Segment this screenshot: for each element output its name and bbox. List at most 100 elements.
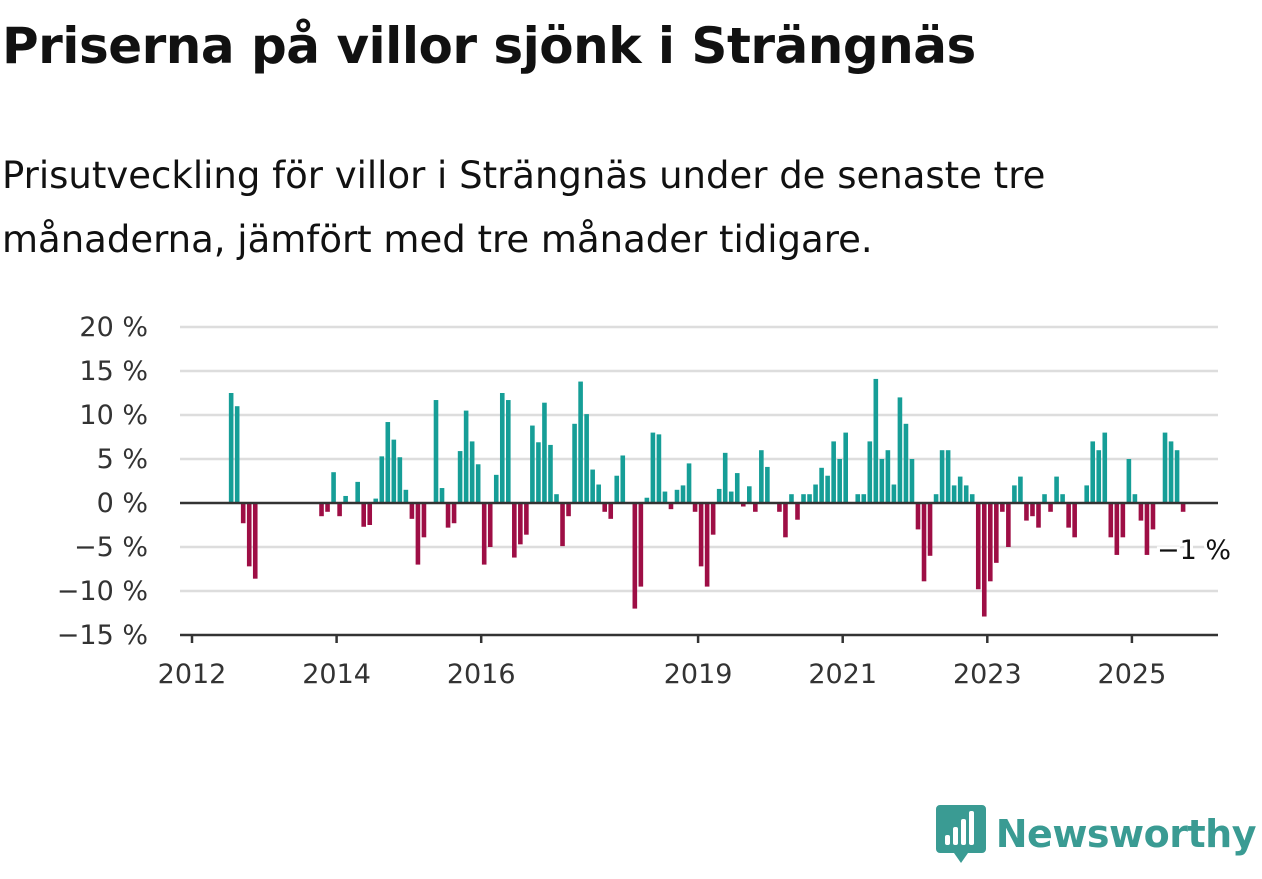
tick-labels: 20 % 15 % 10 % 5 % 0 % −5 % −10 % −15 % 2012 2014…	[57, 312, 1234, 690]
bar	[1174, 450, 1180, 503]
x-tick-label: 2023	[953, 659, 1022, 690]
bar	[373, 498, 379, 503]
bar	[734, 473, 740, 503]
bar	[759, 450, 764, 503]
bar	[397, 457, 403, 503]
bar	[807, 494, 812, 503]
bar	[644, 497, 650, 503]
bar	[740, 503, 746, 507]
bar	[1036, 503, 1041, 528]
last-value-label: −1 %	[1157, 535, 1231, 566]
bar	[722, 452, 728, 503]
bar	[337, 503, 342, 517]
bar	[602, 503, 607, 512]
bar	[361, 503, 366, 527]
bar	[650, 432, 656, 503]
bar	[1018, 476, 1023, 503]
bar	[439, 488, 445, 503]
bar	[367, 503, 373, 525]
bar	[572, 423, 577, 503]
bar	[584, 414, 589, 503]
bar	[933, 494, 939, 503]
bar	[1030, 503, 1035, 517]
bar	[228, 393, 234, 503]
bar	[451, 503, 457, 524]
bar	[777, 503, 782, 512]
bar	[590, 469, 595, 503]
bar	[994, 503, 999, 563]
bar	[620, 455, 626, 503]
bar	[331, 472, 336, 503]
bar	[879, 459, 885, 503]
bar	[355, 481, 360, 503]
bar	[499, 393, 505, 503]
bar	[897, 397, 903, 503]
bar	[951, 485, 957, 503]
bar	[1012, 485, 1017, 503]
bar	[445, 503, 451, 528]
bar	[656, 434, 662, 503]
bar	[638, 503, 644, 587]
y-tick-label: 15 %	[79, 356, 148, 387]
bar	[789, 494, 794, 503]
bar	[981, 503, 987, 617]
bar	[240, 503, 246, 524]
bar	[475, 464, 481, 503]
bar	[1126, 459, 1132, 503]
bar	[614, 475, 620, 503]
bar	[873, 378, 879, 503]
newsworthy-logo: Newsworthy	[935, 805, 1257, 863]
bar	[867, 441, 873, 503]
axes	[180, 501, 1218, 643]
bar	[795, 503, 800, 520]
y-tick-label: −5 %	[74, 532, 148, 563]
bar	[747, 486, 752, 503]
bars	[228, 378, 1186, 617]
bar	[909, 459, 915, 503]
x-tick-label: 2025	[1098, 659, 1167, 690]
bar	[542, 402, 547, 503]
bar	[1072, 503, 1077, 538]
bar	[692, 503, 698, 512]
bar	[608, 503, 614, 519]
bar	[716, 488, 722, 503]
bar	[1006, 503, 1011, 547]
bar	[325, 503, 330, 512]
bar	[704, 503, 710, 587]
y-tick-label: 10 %	[79, 400, 148, 431]
bar	[524, 503, 529, 535]
bar	[1168, 441, 1174, 503]
bar	[1138, 503, 1144, 521]
bar	[945, 450, 951, 503]
bar	[506, 400, 511, 503]
bar	[855, 494, 861, 503]
bar	[385, 422, 391, 503]
y-tick-label: −10 %	[57, 576, 148, 607]
bar	[831, 441, 836, 503]
bar	[343, 495, 348, 503]
bar	[1048, 503, 1053, 512]
bar	[680, 485, 686, 503]
bar	[1120, 503, 1126, 538]
bar	[753, 503, 758, 512]
bar	[1180, 503, 1186, 512]
bar	[765, 466, 770, 503]
bar	[1150, 503, 1156, 530]
bar	[1042, 494, 1047, 503]
chart-subtitle: Prisutveckling för villor i Strängnäs un…	[2, 154, 1046, 261]
bar	[554, 494, 559, 503]
bar	[548, 444, 553, 503]
bar	[632, 503, 638, 609]
bar	[409, 503, 415, 519]
bar	[885, 450, 891, 503]
bar	[481, 503, 487, 565]
bar	[246, 503, 252, 567]
bar	[530, 425, 535, 503]
bar	[837, 459, 842, 503]
bar	[668, 503, 674, 510]
bar	[1000, 503, 1005, 512]
bar	[861, 494, 867, 503]
bar	[560, 503, 565, 547]
bar	[728, 491, 734, 503]
bar	[988, 503, 993, 582]
